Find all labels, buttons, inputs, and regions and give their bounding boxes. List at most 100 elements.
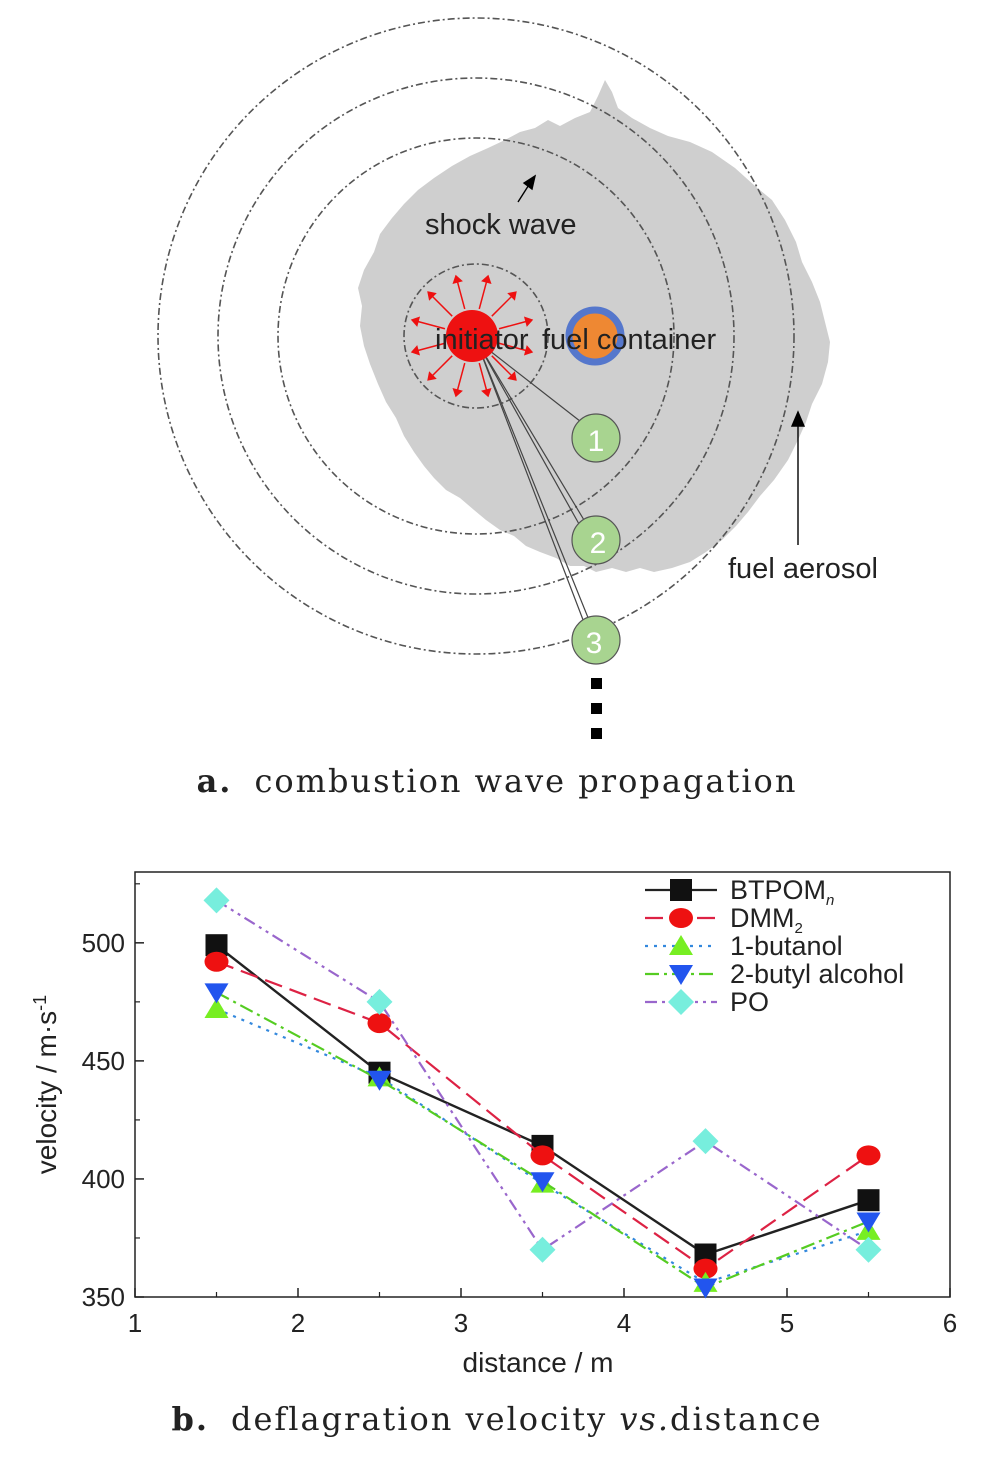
data-point-circle: [856, 1145, 881, 1166]
blast-arrow-line: [456, 362, 466, 391]
data-point-triangle-down: [204, 983, 229, 1004]
blast-arrow-head: [427, 291, 437, 301]
data-point-square: [857, 1189, 880, 1212]
gauge-2-circle: [571, 515, 621, 565]
caption-b-letter: b.: [171, 1400, 209, 1438]
x-tick-label: 1: [128, 1308, 142, 1338]
continuation-dots: [591, 678, 602, 739]
blast-arrow-line: [456, 281, 466, 310]
data-point-square: [205, 934, 228, 957]
legend-label: BTPOMn: [730, 875, 834, 909]
y-tick-label: 500: [82, 928, 125, 958]
blast-arrow-head: [410, 316, 421, 327]
x-tick-label: 4: [617, 1308, 631, 1338]
fuel-container-label: fuel container: [542, 324, 716, 356]
blast-arrow-line: [478, 362, 488, 391]
data-point-diamond: [668, 989, 694, 1015]
data-point-circle: [367, 1013, 392, 1034]
legend-label: DMM2: [730, 903, 803, 937]
blast-arrow-head: [452, 274, 463, 285]
blast-arrow-line: [478, 281, 488, 310]
series-2-butyl-alcohol: [204, 983, 881, 1299]
shock-wave-pointer: [517, 174, 537, 203]
x-tick-label: 5: [780, 1308, 794, 1338]
gauge-1-circle: [571, 413, 621, 463]
initiator-blast-arrows: [410, 274, 534, 398]
gauge-2-label: 2: [590, 527, 607, 560]
legend-item: BTPOMn: [645, 875, 834, 909]
gauge-3-label: 3: [586, 627, 603, 660]
data-point-circle: [530, 1145, 555, 1166]
blast-arrow-head: [481, 274, 492, 285]
velocity-chart: 1 2 3 4 5 6 350 400 450 500 BTPOMnDMM21-butanol2-…: [30, 871, 957, 1378]
data-point-diamond: [366, 988, 393, 1015]
blast-arrow-head: [507, 291, 517, 301]
data-point-triangle-down: [530, 1172, 555, 1193]
data-point-diamond: [692, 1128, 719, 1155]
blast-arrow-line: [431, 295, 453, 317]
shock-ring-1: [403, 263, 549, 409]
caption-b-tail: distance: [670, 1400, 823, 1438]
data-point-triangle-up: [669, 935, 693, 955]
shock-wave-label: shock wave: [425, 209, 577, 241]
shock-ring-3: [217, 77, 735, 595]
gauge-1-label: 1: [588, 425, 605, 458]
series-line: [215, 991, 869, 1289]
gauge-3-circle: [571, 615, 621, 665]
y-tick-label: 350: [82, 1282, 125, 1312]
legend-label: 2-butyl alcohol: [730, 959, 904, 989]
blast-arrow-line: [417, 320, 446, 330]
blast-arrow-head: [523, 345, 534, 356]
caption-a-letter: a.: [196, 762, 233, 800]
fuel-aerosol-label: fuel aerosol: [728, 553, 878, 585]
x-tick-label: 3: [454, 1308, 468, 1338]
series-layer: [203, 887, 882, 1299]
blast-arrow-head: [427, 371, 437, 381]
legend-item: DMM2: [645, 903, 803, 937]
data-point-circle: [669, 908, 693, 928]
data-point-diamond: [203, 887, 230, 914]
legend-label: 1-butanol: [730, 931, 843, 961]
blast-arrow-line: [491, 355, 513, 377]
caption-a: a. combustion wave propagation: [0, 762, 994, 800]
blast-arrow-head: [507, 371, 517, 381]
data-point-diamond: [855, 1236, 882, 1263]
data-point-triangle-down: [669, 965, 693, 985]
blast-arrow-line: [491, 295, 513, 317]
data-point-diamond: [529, 1236, 556, 1263]
blast-arrow-head: [410, 345, 421, 356]
legend-item: 2-butyl alcohol: [645, 959, 904, 989]
axis-ticks: 1 2 3 4 5 6 350 400 450 500: [82, 883, 957, 1338]
initiator-circle: [446, 310, 498, 362]
gauge-lines: [475, 339, 594, 631]
blast-arrow-line: [498, 320, 527, 330]
blast-arrow-line: [431, 355, 453, 377]
data-point-triangle-up: [204, 997, 229, 1018]
initiator-label: initiator: [435, 324, 529, 356]
y-tick-label: 400: [82, 1164, 125, 1194]
combustion-diagram: 1 2 3 initiator fuel container shock wav…: [157, 17, 878, 739]
x-tick-label: 6: [943, 1308, 957, 1338]
legend-label: PO: [730, 987, 769, 1017]
data-point-triangle-down: [693, 1278, 718, 1299]
caption-a-text: combustion wave propagation: [254, 762, 798, 800]
fuel-container-circle: [565, 306, 625, 366]
legend-item: PO: [645, 987, 769, 1017]
legend-item: 1-butanol: [645, 931, 843, 961]
shock-ring-4: [157, 17, 795, 655]
blast-arrow-head: [481, 387, 492, 398]
data-point-triangle-down: [856, 1212, 881, 1233]
caption-b-text: deflagration velocity: [230, 1400, 608, 1438]
series-dmm: [204, 951, 881, 1279]
data-point-circle: [693, 1258, 718, 1279]
data-point-square: [670, 879, 692, 901]
blast-arrow-head: [523, 316, 534, 327]
series-po: [203, 887, 882, 1263]
caption-b: b. deflagration velocity vs.distance: [0, 1400, 994, 1438]
y-axis-label-group: velocity / m·s-1: [30, 995, 62, 1174]
x-tick-label: 2: [291, 1308, 305, 1338]
y-axis-label: velocity / m·s-1: [30, 995, 62, 1174]
caption-b-italic: vs.: [619, 1400, 670, 1438]
series-line: [215, 944, 869, 1256]
series-line: [216, 960, 870, 1271]
